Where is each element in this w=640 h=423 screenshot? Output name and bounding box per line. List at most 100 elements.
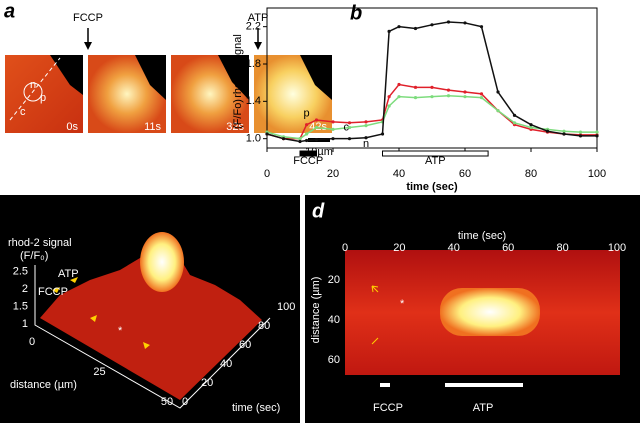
annotation: FCCP [38,286,68,298]
y-tick-label: 100 [277,301,295,313]
series-point [463,21,467,25]
x-tick-label: 60 [502,242,514,254]
series-point [298,139,302,144]
atp-bar [445,383,523,387]
series-point [479,92,484,96]
series-point [529,125,533,130]
series-point [305,138,309,143]
roi-label: p [40,92,46,104]
linescan-peak [440,288,540,336]
x-tick-label: 40 [448,242,460,254]
treatment-bar [299,150,317,157]
series-point [446,20,451,24]
z-axis-unit: (F/F₀) [20,250,48,262]
dark-region [50,55,83,95]
arrowhead [84,42,92,50]
series-point [413,26,418,31]
series-point [387,29,391,33]
x-tick-label: 25 [93,366,105,378]
series-point [387,95,391,99]
axes [34,265,271,409]
x-tick-label: 20 [327,168,339,180]
series-point [430,85,434,89]
z-axis-label: rhod-2 signal [8,237,72,249]
panel-label: c [4,200,15,222]
y-tick-label: 1.8 [246,58,261,70]
roi-label: c [20,106,26,118]
series-point [364,120,368,124]
series-label: p [304,107,310,119]
z-tick-label: 1 [22,318,28,330]
z-tick-label: 1.5 [13,300,28,312]
series-point [314,118,319,122]
roi-line [9,57,61,121]
series-point [430,95,434,99]
series-point [413,85,418,89]
x-tick-label: 20 [393,242,405,254]
dark-region [218,55,249,100]
surface-peak [140,232,184,292]
series-point [331,120,335,124]
y-tick-label: 20 [201,377,213,389]
series-point [397,82,401,87]
annotation: FCCP [373,402,403,414]
marker: FCCP [73,12,103,24]
series-point [496,109,500,113]
fccp-bar [380,383,390,387]
series-point [463,95,467,99]
series-point [305,132,309,136]
time-label: 32s [226,121,244,133]
roi [23,82,43,102]
series-point [430,23,434,27]
series-point [331,127,335,131]
x-tick-label: 100 [608,242,626,254]
series-point [281,137,286,141]
series-point [347,125,352,130]
x-tick-label: 40 [393,168,405,180]
x-tick-label: 0 [264,168,270,180]
x-axis-label: time (sec) [406,181,458,193]
y-tick-label: 60 [328,354,340,366]
series-point [347,121,352,125]
y-tick-label: 1.0 [246,133,261,145]
y-tick-label: 40 [220,358,232,370]
series-point [364,124,368,128]
plot-frame [266,7,598,149]
panel-label: d [312,200,325,222]
dark-region [300,55,332,100]
x-tick-label: 50 [161,396,173,408]
series-point [562,132,566,136]
y-tick-label: 0 [182,396,188,408]
series-point [347,137,352,141]
series-label: c [343,121,349,133]
y-axis-label: distance (µm) [310,277,322,344]
treatment-label: FCCP [293,155,323,167]
y-tick-label: 2.2 [246,21,261,33]
series-point [595,130,599,134]
series-point [446,88,451,92]
y-axis-label: rhod-2 signal [232,34,244,98]
series-point [496,90,500,94]
series-point [314,138,319,142]
roi-label: n [30,79,36,91]
series-point [578,130,583,134]
annotation: ATP [473,402,494,414]
panel-label: a [4,0,15,22]
annotation: ATP [58,268,79,280]
series-point [314,125,319,130]
x-axis-label: time (sec) [458,230,506,242]
series-point [463,90,467,94]
y-axis-unit: (F/Fo) [232,99,244,129]
series-point [529,123,533,127]
series-point [305,123,309,127]
series-point [397,25,401,29]
series-point [397,95,401,99]
time-label: 11s [144,121,161,133]
x-tick-label: 0 [29,336,35,348]
series-point [479,25,484,29]
annotation: * [118,325,123,337]
series-point [545,129,550,133]
series-point [562,129,566,133]
y-tick-label: 60 [239,339,251,351]
